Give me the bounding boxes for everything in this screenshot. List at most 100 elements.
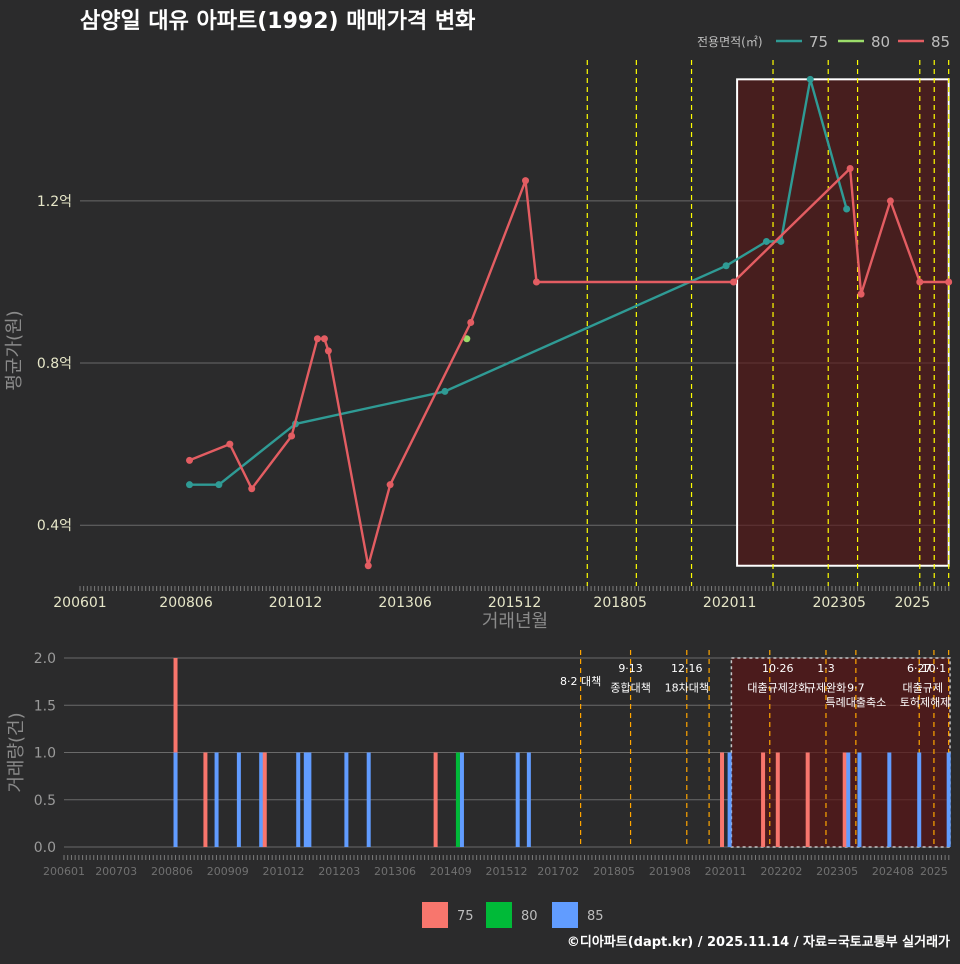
data-point-85 bbox=[916, 278, 924, 286]
legend-label-85: 85 bbox=[587, 909, 604, 924]
legend-title: 전용면적(㎡) bbox=[697, 35, 763, 49]
volume-bar-85 bbox=[307, 752, 312, 847]
data-point-75 bbox=[762, 237, 770, 245]
volume-bar-85 bbox=[173, 752, 178, 847]
y-tick-label: 2.0 bbox=[34, 651, 56, 667]
x-tick-label: 201306 bbox=[378, 595, 432, 611]
x-tick-label: 202408 bbox=[872, 865, 914, 878]
legend-key-85 bbox=[552, 902, 578, 928]
bottom-legend: 75 80 85 bbox=[422, 902, 604, 928]
policy-annotation: 1·3 bbox=[817, 662, 835, 675]
series-line-85 bbox=[189, 167, 949, 567]
data-point-85 bbox=[730, 278, 738, 286]
volume-bar-80 bbox=[455, 752, 460, 847]
x-tick-label: 2025 bbox=[920, 865, 948, 878]
policy-annotation: 12·16 bbox=[671, 662, 703, 675]
y-tick-label: 1.5 bbox=[34, 698, 56, 714]
data-point-85 bbox=[248, 485, 256, 493]
y-tick-label: 0.8억 bbox=[37, 356, 72, 372]
legend-label-85: 85 bbox=[931, 33, 950, 51]
top-legend: 전용면적(㎡) 75 80 85 bbox=[697, 33, 950, 51]
price-panel: 0.4억 0.8억 1.2억 200601 200806 201012 201306 2015… bbox=[4, 60, 953, 632]
volume-bar-75 bbox=[262, 752, 267, 847]
volume-bar-85 bbox=[727, 752, 732, 847]
legend-label-75: 75 bbox=[457, 909, 474, 924]
volume-bar-75 bbox=[775, 752, 780, 847]
policy-annotation: 10·26 bbox=[762, 662, 794, 675]
volume-bar-85 bbox=[887, 752, 892, 847]
data-point-75 bbox=[215, 481, 223, 489]
x-tick-label: 201805 bbox=[593, 865, 635, 878]
x-tick-label: 200806 bbox=[151, 865, 193, 878]
y-axis-title: 거래량(건) bbox=[6, 712, 27, 792]
data-point-85 bbox=[313, 335, 321, 343]
policy-annotation: 9·7 bbox=[847, 682, 865, 695]
x-tick-label: 200703 bbox=[95, 865, 137, 878]
volume-bar-85 bbox=[526, 752, 531, 847]
data-point-85 bbox=[226, 440, 234, 448]
x-tick-label: 201012 bbox=[269, 595, 322, 611]
x-tick-label: 201702 bbox=[537, 865, 579, 878]
x-tick-label: 201409 bbox=[430, 865, 472, 878]
volume-bar-75 bbox=[761, 752, 766, 847]
data-point-75 bbox=[843, 205, 851, 213]
legend-label-80: 80 bbox=[521, 909, 538, 924]
volume-bar-85 bbox=[303, 752, 308, 847]
volume-bar-85 bbox=[366, 752, 371, 847]
volume-bar-85 bbox=[515, 752, 520, 847]
volume-bar-85 bbox=[259, 752, 264, 847]
x-tick-label: 202305 bbox=[812, 595, 865, 611]
policy-annotation: 10·1 bbox=[922, 662, 947, 675]
x-tick-label: 201306 bbox=[374, 865, 416, 878]
volume-bar-85 bbox=[214, 752, 219, 847]
footer-credit: ©디아파트(dapt.kr) / 2025.11.14 / 자료=국토교통부 실… bbox=[566, 935, 950, 950]
data-point-85 bbox=[945, 278, 953, 286]
volume-bar-85 bbox=[236, 752, 241, 847]
policy-annotation: 토허제해제 bbox=[900, 695, 951, 709]
highlight-box bbox=[730, 657, 951, 848]
policy-annotation: 6·27 bbox=[907, 662, 932, 675]
y-tick-label: 0.0 bbox=[34, 840, 56, 856]
x-tick-label: 202202 bbox=[760, 865, 802, 878]
data-point-75 bbox=[777, 237, 785, 245]
data-point-85 bbox=[364, 562, 372, 570]
data-point-85 bbox=[522, 177, 530, 185]
highlight-box bbox=[736, 78, 950, 567]
volume-bar-85 bbox=[857, 752, 862, 847]
policy-annotation: 종합대책 bbox=[610, 682, 650, 695]
y-tick-label: 0.4억 bbox=[37, 518, 72, 534]
x-tick-label: 200806 bbox=[159, 595, 213, 611]
x-axis-title: 거래년월 bbox=[482, 611, 548, 632]
data-point-85 bbox=[386, 481, 394, 489]
data-point-75 bbox=[441, 387, 449, 395]
policy-annotation: 8·2 대책 bbox=[560, 675, 601, 688]
volume-bar-85 bbox=[946, 752, 951, 847]
data-point-75 bbox=[186, 481, 194, 489]
volume-bar-75 bbox=[720, 752, 725, 847]
data-point-75 bbox=[722, 262, 730, 270]
legend-key-80 bbox=[486, 902, 512, 928]
volume-bar-85 bbox=[459, 752, 464, 847]
x-tick-label: 202011 bbox=[705, 865, 747, 878]
policy-annotation: 18차대책 bbox=[665, 682, 709, 695]
policy-annotation: 특례대출축소 bbox=[826, 696, 887, 709]
data-point-85 bbox=[846, 164, 854, 172]
data-point-85 bbox=[532, 278, 540, 286]
x-tick-label: 201012 bbox=[262, 865, 304, 878]
x-tick-label: 200909 bbox=[207, 865, 249, 878]
x-tick-label: 201203 bbox=[318, 865, 360, 878]
data-point-85 bbox=[320, 335, 328, 343]
policy-annotation: 규제완화 bbox=[806, 682, 846, 695]
legend-label-75: 75 bbox=[809, 33, 828, 51]
policy-annotation: 대출규제강화 bbox=[747, 682, 808, 695]
data-point-85 bbox=[467, 319, 475, 327]
x-tick-label: 201512 bbox=[488, 595, 541, 611]
data-point-85 bbox=[186, 456, 194, 464]
y-tick-label: 1.2억 bbox=[37, 194, 72, 210]
volume-bar-85 bbox=[846, 752, 851, 847]
x-tick-label: 200601 bbox=[43, 865, 85, 878]
data-point-75 bbox=[806, 75, 814, 83]
policy-annotation: 대출규제 bbox=[903, 682, 943, 695]
